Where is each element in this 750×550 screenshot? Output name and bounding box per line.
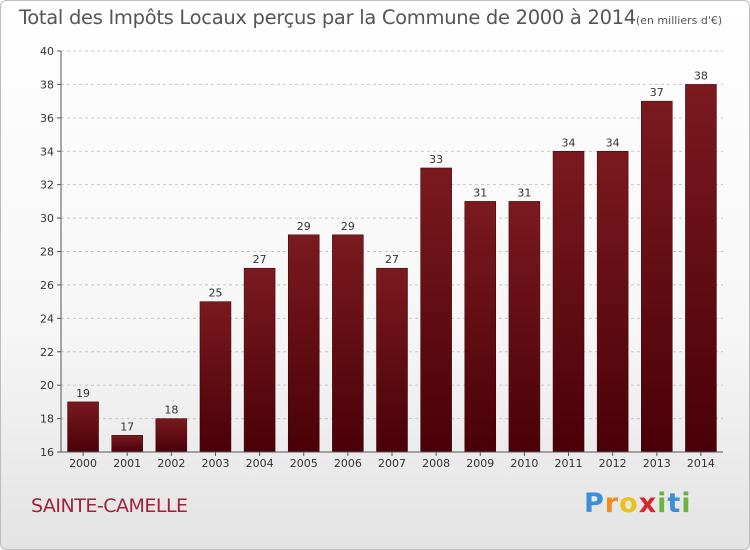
- commune-name: SAINTE-CAMELLE: [31, 495, 188, 517]
- y-tick-label: 40: [40, 45, 54, 58]
- data-label-2005: 29: [297, 220, 311, 233]
- y-tick-label: 18: [40, 413, 54, 426]
- data-label-2001: 17: [120, 420, 134, 433]
- y-tick-label: 24: [40, 312, 54, 325]
- y-tick-label: 16: [40, 446, 54, 459]
- bar-2000[interactable]: [67, 401, 99, 453]
- y-tick-label: 38: [40, 78, 54, 91]
- proxiti-logo[interactable]: Proxiti: [584, 488, 692, 519]
- logo-letter: o: [619, 488, 639, 519]
- data-label-2014: 38: [694, 69, 708, 82]
- y-tick-label: 36: [40, 112, 54, 125]
- bar-2003[interactable]: [199, 301, 232, 453]
- x-tick-label-2008: 2008: [422, 457, 450, 470]
- bar-2002[interactable]: [155, 418, 188, 453]
- logo-letter: i: [657, 488, 668, 519]
- x-tick-label-2014: 2014: [687, 457, 715, 470]
- data-label-2011: 34: [562, 136, 576, 149]
- data-label-2007: 27: [385, 253, 399, 266]
- x-tick-label-2012: 2012: [599, 457, 627, 470]
- x-tick-label-2002: 2002: [157, 457, 185, 470]
- x-tick-label-2009: 2009: [466, 457, 494, 470]
- axes: [57, 50, 723, 456]
- data-label-2004: 27: [253, 253, 267, 266]
- data-label-2013: 37: [650, 86, 664, 99]
- y-tick-label: 26: [40, 279, 54, 292]
- bars: [67, 84, 717, 453]
- y-tick-label: 28: [40, 246, 54, 259]
- data-label-2006: 29: [341, 220, 355, 233]
- x-tick-label-2004: 2004: [246, 457, 274, 470]
- data-label-2012: 34: [606, 136, 620, 149]
- data-label-2009: 31: [473, 186, 487, 199]
- labels: 16 18 20 22 24 26 28 30 32 34 36 38 40 19 2000 17 2001 18…: [40, 45, 715, 470]
- bar-2008[interactable]: [420, 167, 452, 453]
- bar-2012[interactable]: [596, 151, 629, 453]
- x-tick-label-2003: 2003: [201, 457, 229, 470]
- y-tick-label: 34: [40, 145, 54, 158]
- data-label-2000: 19: [76, 387, 90, 400]
- x-tick-label-2010: 2010: [510, 457, 538, 470]
- chart-title-unit: (en milliers d'€): [635, 14, 723, 27]
- x-tick-label-2006: 2006: [334, 457, 362, 470]
- bar-2001[interactable]: [111, 435, 143, 453]
- y-tick-label: 32: [40, 179, 54, 192]
- chart-title: Total des Impôts Locaux perçus par la Co…: [19, 6, 722, 29]
- data-label-2002: 18: [164, 404, 178, 417]
- bar-2005[interactable]: [287, 234, 320, 453]
- y-tick-label: 20: [40, 379, 54, 392]
- x-tick-label-2007: 2007: [378, 457, 406, 470]
- logo-letter: r: [604, 488, 620, 519]
- y-tick-label: 22: [40, 346, 54, 359]
- data-label-2010: 31: [517, 186, 531, 199]
- data-label-2003: 25: [208, 287, 222, 300]
- data-label-2008: 33: [429, 153, 443, 166]
- chart-title-text: Total des Impôts Locaux perçus par la Co…: [19, 6, 636, 29]
- bar-2006[interactable]: [332, 234, 364, 453]
- x-tick-label-2000: 2000: [69, 457, 97, 470]
- bar-2007[interactable]: [376, 267, 408, 453]
- bar-2009[interactable]: [464, 201, 497, 453]
- logo-letter: t: [667, 488, 682, 519]
- bar-2013[interactable]: [641, 100, 673, 453]
- bar-2004[interactable]: [243, 267, 276, 453]
- bar-2010[interactable]: [508, 201, 541, 453]
- y-tick-label: 30: [40, 212, 54, 225]
- x-tick-label-2013: 2013: [643, 457, 671, 470]
- x-tick-label-2005: 2005: [290, 457, 318, 470]
- logo-letter: P: [584, 488, 605, 519]
- x-tick-label-2001: 2001: [113, 457, 141, 470]
- x-tick-label-2011: 2011: [555, 457, 583, 470]
- bar-2014[interactable]: [685, 84, 717, 453]
- logo-letter: i: [681, 488, 692, 519]
- bar-2011[interactable]: [552, 151, 585, 453]
- logo-letter: x: [638, 488, 658, 519]
